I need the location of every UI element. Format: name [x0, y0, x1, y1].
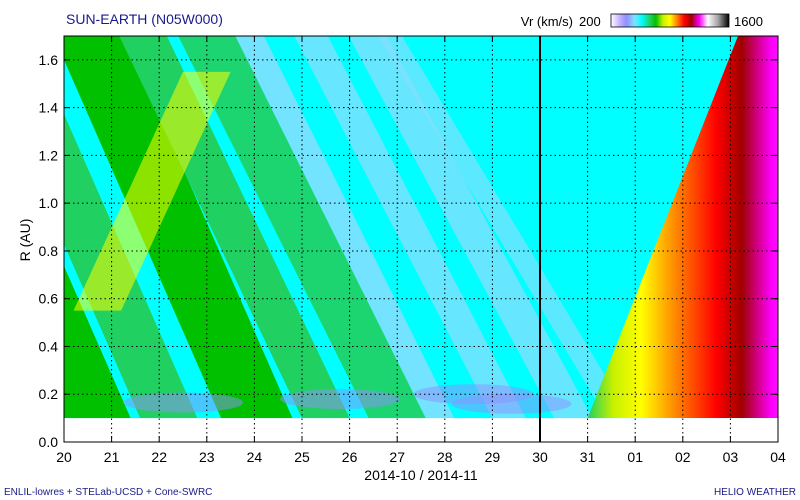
x-tick-label: 23 — [199, 449, 215, 465]
colorbar — [610, 13, 730, 28]
slow-wind-patch — [451, 393, 572, 414]
y-tick-label: 0.8 — [39, 243, 59, 259]
slow-wind-patch — [280, 389, 401, 410]
y-tick-label: 0.6 — [39, 291, 59, 307]
x-tick-label: 03 — [723, 449, 739, 465]
x-tick-label: 22 — [151, 449, 167, 465]
stream-band — [378, 36, 631, 419]
stream-band — [294, 36, 526, 419]
heatmap-field — [64, 36, 778, 442]
x-tick-label: 24 — [247, 449, 263, 465]
y-tick-label: 1.4 — [39, 100, 59, 116]
stream-band — [64, 36, 293, 419]
y-tick-label: 1.2 — [39, 147, 59, 163]
x-tick-label: 25 — [294, 449, 310, 465]
footer-brand: HELIO WEATHER — [714, 487, 796, 498]
stream-band — [348, 36, 593, 419]
plot-frame — [63, 35, 779, 443]
fast-stream-highlight — [73, 71, 231, 311]
y-tick-label: 1.6 — [39, 52, 59, 68]
x-axis-label: 2014-10 / 2014-11 — [364, 467, 478, 483]
x-tick-label: 29 — [485, 449, 501, 465]
axes: 20 21 22 23 24 25 26 27 28 29 30 31 01 02 03 04 0.0 0.2 0.… — [39, 35, 786, 465]
y-tick-label: 0.0 — [39, 434, 59, 450]
x-tick-label: 31 — [580, 449, 596, 465]
x-tick-label: 01 — [627, 449, 643, 465]
chart-title: SUN-EARTH (N05W000) — [66, 11, 223, 27]
colorbar-min: 200 — [579, 14, 601, 29]
x-tick-label: 20 — [56, 449, 72, 465]
x-tick-label: 27 — [389, 449, 405, 465]
x-tick-label: 21 — [104, 449, 120, 465]
x-tick-label: 04 — [770, 449, 786, 465]
stream-band — [235, 36, 455, 419]
x-tick-label: 28 — [437, 449, 453, 465]
stream-band — [178, 36, 426, 419]
colorbar-label: Vr (km/s) — [521, 14, 573, 29]
y-tick-label: 1.0 — [39, 195, 59, 211]
x-tick-label: 26 — [342, 449, 358, 465]
y-axis-label: R (AU) — [17, 219, 33, 262]
footer-model-credit: ENLIL-lowres + STELab-UCSD + Cone-SWRC — [4, 487, 212, 498]
slow-wind-patch — [123, 392, 243, 413]
colorbar-max: 1600 — [734, 14, 763, 29]
inner-boundary-region — [64, 418, 778, 442]
y-tick-label: 0.4 — [39, 338, 59, 354]
x-tick-label: 30 — [532, 449, 548, 465]
x-tick-label: 02 — [675, 449, 691, 465]
y-tick-label: 0.2 — [39, 386, 59, 402]
